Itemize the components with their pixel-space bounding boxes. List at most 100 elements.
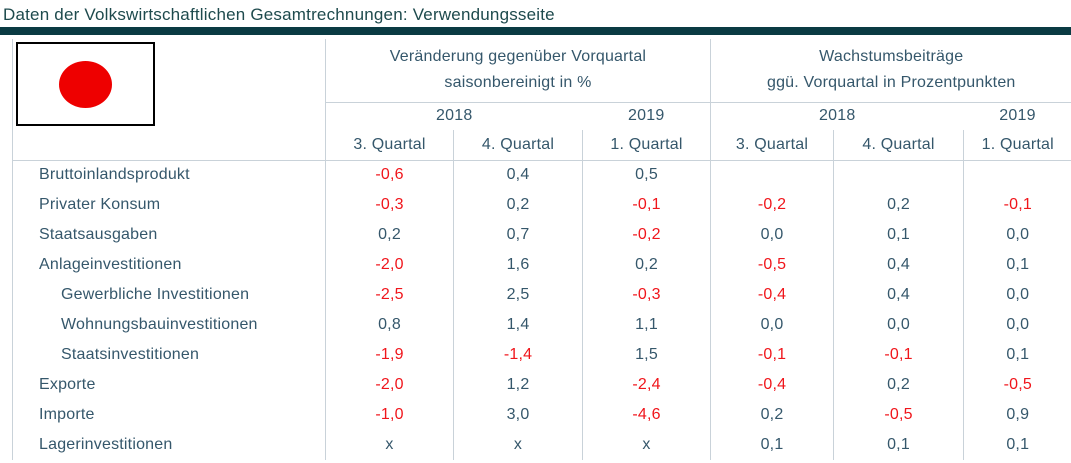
value-cell: -1,9 (375, 346, 404, 363)
value-cell: 0,2 (378, 226, 401, 243)
value-cell: 0,2 (710, 400, 834, 430)
value-cell: 2,5 (453, 280, 583, 310)
value-cell: -0,1 (582, 190, 711, 220)
value-cell: 0,1 (833, 430, 964, 460)
value-cell: -0,1 (833, 340, 964, 370)
row-label: Staatsinvestitionen (12, 340, 326, 370)
value-cell: 0,0 (710, 220, 834, 250)
value-cell: 0,1 (963, 340, 1071, 370)
group-header-wachstumsbeitraege: Wachstumsbeiträge ggü. Vorquartal in Pro… (710, 39, 1071, 103)
value-cell: -2,5 (375, 286, 404, 303)
value-cell: -0,4 (710, 280, 834, 310)
title-underline (0, 27, 1071, 35)
value-cell: 0,0 (963, 280, 1071, 310)
row-label: Wohnungsbauinvestitionen (12, 310, 326, 340)
table-row: Wohnungsbauinvestitionen 0,8 1,4 1,1 0,0 0,0 0… (12, 310, 1071, 340)
quarter-header: 4. Quartal (453, 130, 583, 161)
table-row: Staatsinvestitionen -1,9 -1,4 1,5 -0,1 -0,1 0,… (12, 340, 1071, 370)
value-cell: 0,1 (963, 430, 1071, 460)
table-row: Lagerinvestitionen x x x 0,1 0,1 0,1 (12, 430, 1071, 460)
value-cell: -0,5 (963, 370, 1071, 400)
value-cell: 0,0 (963, 310, 1071, 340)
year-header: 2018 (436, 107, 473, 125)
value-cell: -0,5 (710, 250, 834, 280)
value-cell (710, 160, 834, 190)
table-row: Privater Konsum -0,3 0,2 -0,1 -0,2 0,2 -0,1 (12, 190, 1071, 220)
value-cell: -0,4 (710, 370, 834, 400)
page-title: Daten der Volkswirtschaftlichen Gesamtre… (3, 5, 555, 24)
row-label: Exporte (12, 370, 326, 400)
group-subtitle: saisonbereinigt in % (444, 74, 592, 92)
table-wrap: Veränderung gegenüber Vorquartal saisonb… (12, 39, 1071, 460)
value-cell: -1,0 (375, 406, 404, 423)
row-label: Privater Konsum (12, 190, 326, 220)
table-row: Anlageinvestitionen -2,0 1,6 0,2 -0,5 0,4 0,1 (12, 250, 1071, 280)
row-label: Gewerbliche Investitionen (12, 280, 326, 310)
value-cell: 3,0 (453, 400, 583, 430)
value-cell: x (582, 430, 711, 460)
quarter-header-row: 3. Quartal 4. Quartal 1. Quartal 3. Quar… (13, 130, 1071, 161)
value-cell: -0,2 (710, 190, 834, 220)
value-cell: -0,5 (833, 400, 964, 430)
value-cell: 1,1 (582, 310, 711, 340)
group-title: Veränderung gegenüber Vorquartal (389, 48, 647, 66)
value-cell: x (385, 436, 394, 453)
group-header-row: Veränderung gegenüber Vorquartal saisonb… (12, 39, 1071, 161)
value-cell (963, 160, 1071, 190)
value-cell (833, 160, 964, 190)
value-cell: 1,4 (453, 310, 583, 340)
value-cell: -0,2 (582, 220, 711, 250)
value-cell: 0,2 (833, 190, 964, 220)
value-cell: 0,2 (582, 250, 711, 280)
table-row: Staatsausgaben 0,2 0,7 -0,2 0,0 0,1 0,0 (12, 220, 1071, 250)
value-cell: -0,1 (963, 190, 1071, 220)
table-row: Importe -1,0 3,0 -4,6 0,2 -0,5 0,9 (12, 400, 1071, 430)
japan-flag-circle (59, 60, 112, 108)
quarter-header: 3. Quartal (325, 130, 454, 161)
row-label: Anlageinvestitionen (12, 250, 326, 280)
quarter-header: 3. Quartal (710, 130, 834, 161)
value-cell: 1,5 (582, 340, 711, 370)
value-cell: 0,0 (710, 310, 834, 340)
value-cell: 0,4 (833, 250, 964, 280)
value-cell: x (453, 430, 583, 460)
value-cell: -4,6 (582, 400, 711, 430)
row-label: Importe (12, 400, 326, 430)
value-cell: 1,6 (453, 250, 583, 280)
group-title: Wachstumsbeiträge (819, 48, 964, 66)
table-row: Exporte -2,0 1,2 -2,4 -0,4 0,2 -0,5 (12, 370, 1071, 400)
year-header-row: 2018 2019 2018 2019 (13, 102, 1071, 130)
table-body: Bruttoinlandsprodukt -0,6 0,4 0,5 Privater K… (12, 160, 1071, 460)
value-cell: -0,1 (710, 340, 834, 370)
value-cell: 0,1 (833, 220, 964, 250)
quarter-header: 1. Quartal (963, 130, 1071, 161)
value-cell: 0,2 (453, 190, 583, 220)
value-cell: -0,3 (375, 196, 404, 213)
row-label: Bruttoinlandsprodukt (12, 160, 326, 190)
quarter-header: 1. Quartal (582, 130, 711, 161)
value-cell: 0,0 (833, 310, 964, 340)
value-cell: 0,0 (963, 220, 1071, 250)
value-cell: 1,2 (453, 370, 583, 400)
value-cell: -1,4 (453, 340, 583, 370)
value-cell: 0,8 (378, 316, 401, 333)
value-cell: 0,4 (833, 280, 964, 310)
value-cell: -0,6 (375, 166, 404, 184)
value-cell: -2,0 (375, 256, 404, 273)
value-cell: 0,1 (710, 430, 834, 460)
value-cell: 0,9 (963, 400, 1071, 430)
value-cell: -2,0 (375, 376, 404, 393)
group-header-veraenderung: Veränderung gegenüber Vorquartal saisonb… (325, 39, 711, 103)
value-cell: 0,5 (582, 160, 711, 190)
value-cell: 0,2 (833, 370, 964, 400)
value-cell: -0,3 (582, 280, 711, 310)
year-header: 2018 (710, 102, 964, 130)
value-cell: 0,4 (453, 160, 583, 190)
table-row: Gewerbliche Investitionen -2,5 2,5 -0,3 -0,4… (12, 280, 1071, 310)
data-table: Veränderung gegenüber Vorquartal saisonb… (12, 39, 1071, 460)
row-label: Lagerinvestitionen (12, 430, 326, 460)
group-subtitle: ggü. Vorquartal in Prozentpunkten (766, 74, 1016, 92)
row-label: Staatsausgaben (12, 220, 326, 250)
year-header: 2019 (628, 107, 665, 125)
value-cell: 0,7 (453, 220, 583, 250)
